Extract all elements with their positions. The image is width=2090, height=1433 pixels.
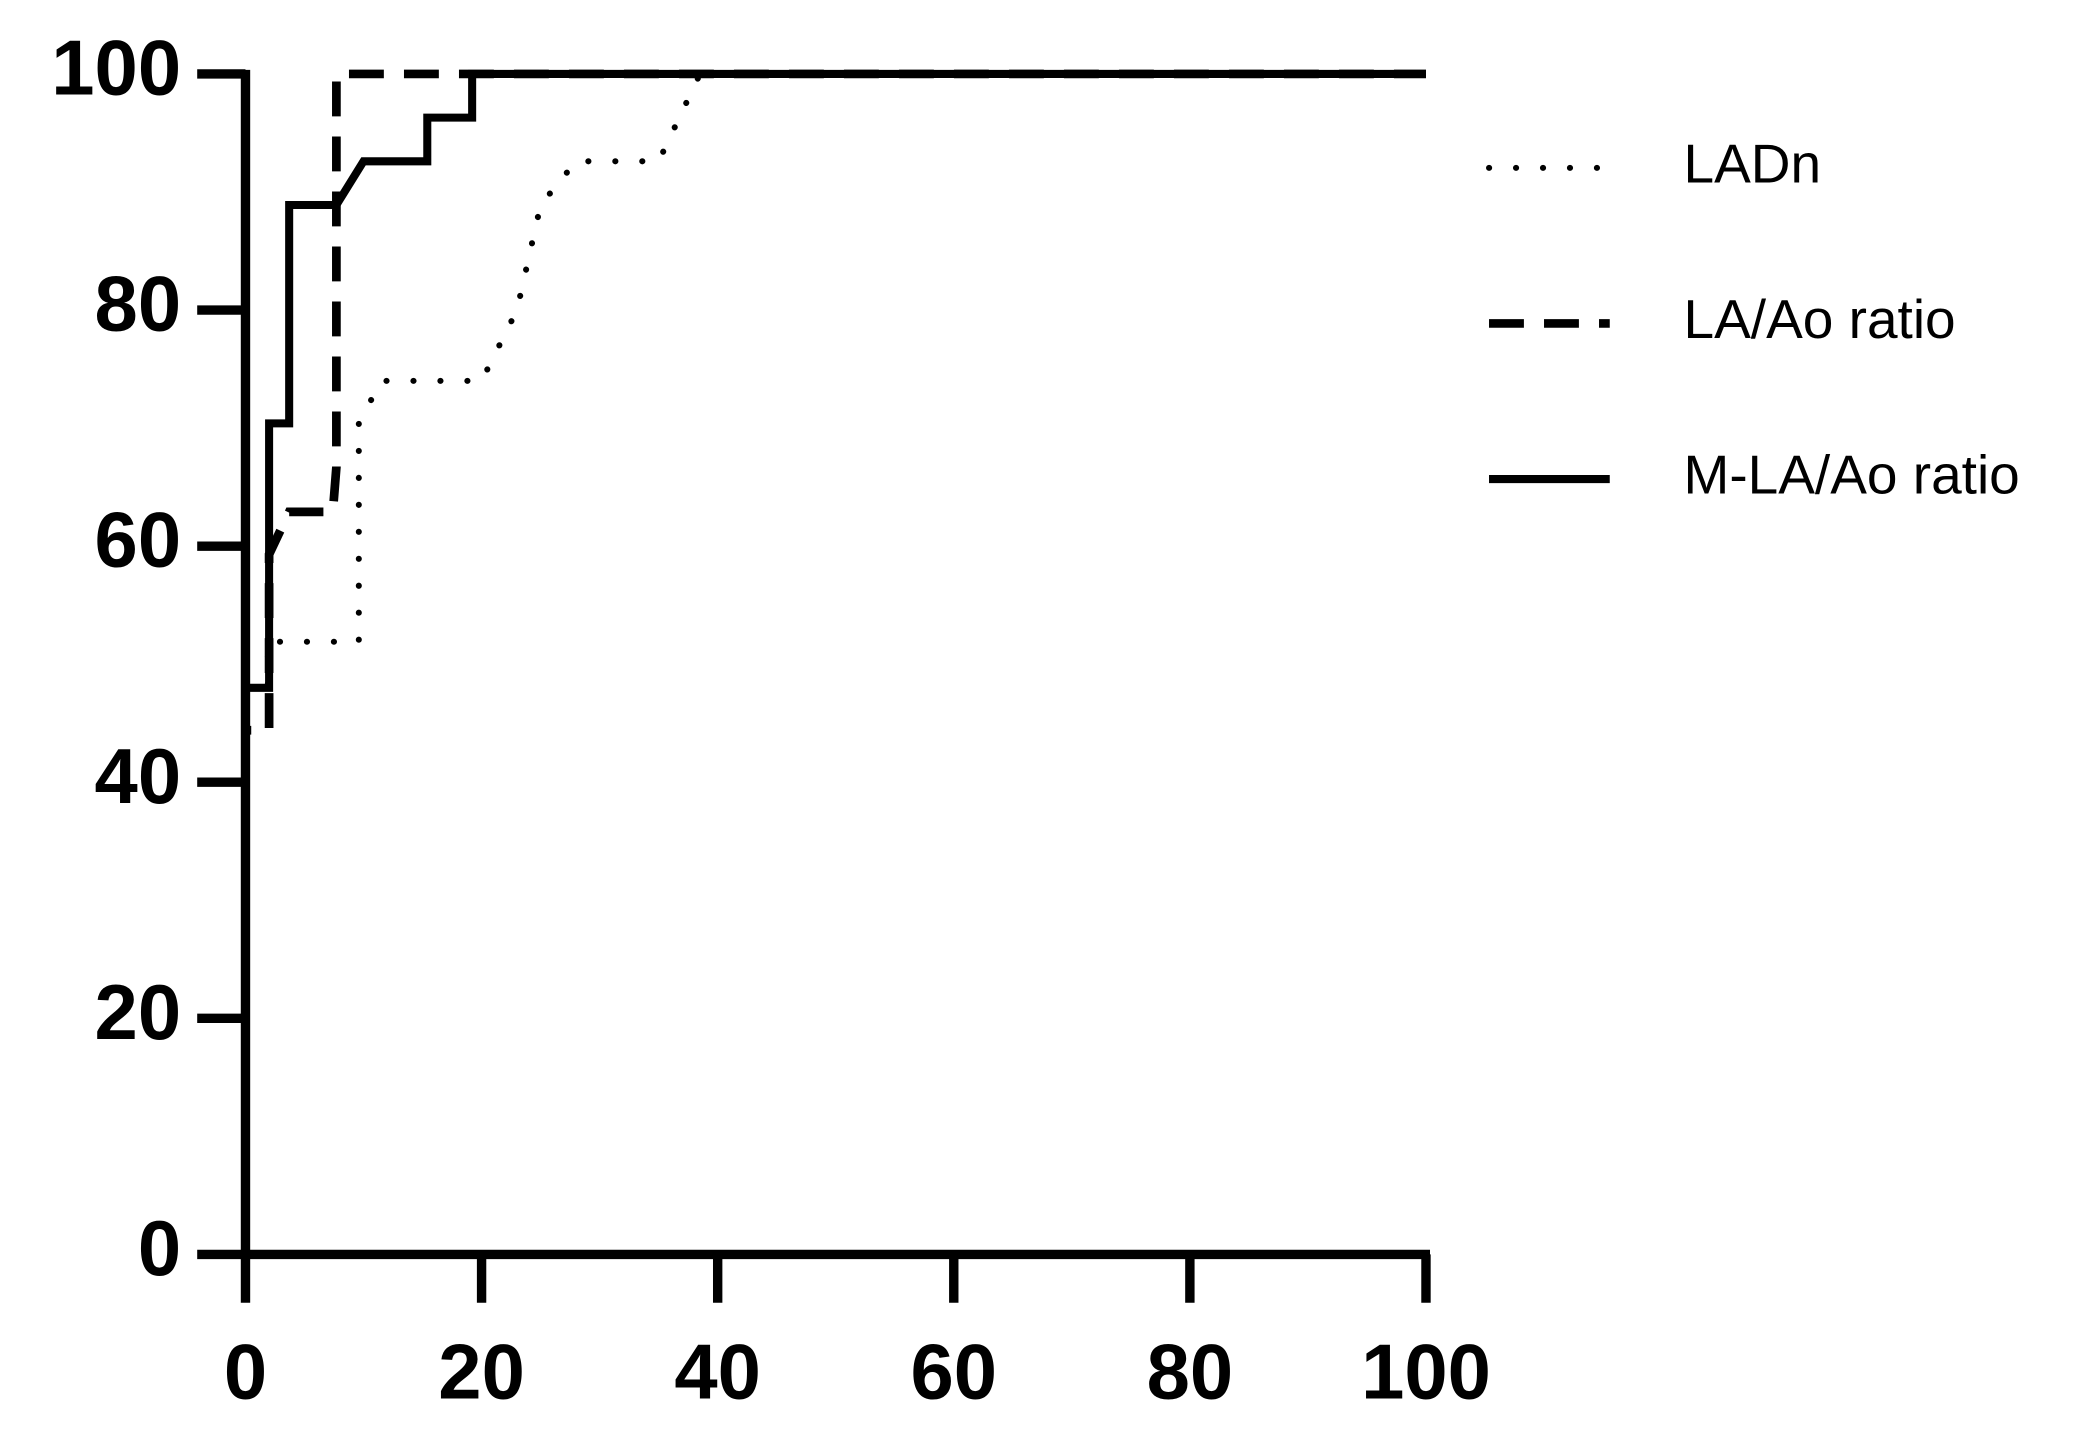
x-tick-label: 40 bbox=[674, 1329, 761, 1415]
data-line bbox=[242, 70, 1429, 1258]
legend-label: LA/Ao ratio bbox=[1684, 288, 1956, 350]
data-line bbox=[241, 69, 1426, 1255]
x-tick-label: 20 bbox=[438, 1329, 525, 1415]
x-tick-label: 60 bbox=[911, 1329, 998, 1415]
y-tick-label: 60 bbox=[95, 498, 182, 584]
legend-label: LADn bbox=[1684, 132, 1822, 194]
x-tick-label: 80 bbox=[1147, 1329, 1234, 1415]
y-tick-label: 20 bbox=[95, 970, 182, 1056]
legend-label: M-LA/Ao ratio bbox=[1684, 444, 2020, 506]
x-tick-label: 100 bbox=[1361, 1329, 1491, 1415]
y-tick-label: 100 bbox=[51, 25, 181, 111]
y-tick-label: 40 bbox=[95, 734, 182, 820]
data-line bbox=[241, 69, 1426, 1255]
y-tick-label: 0 bbox=[138, 1206, 181, 1292]
y-tick-label: 80 bbox=[95, 262, 182, 348]
x-tick-label: 0 bbox=[224, 1329, 267, 1415]
